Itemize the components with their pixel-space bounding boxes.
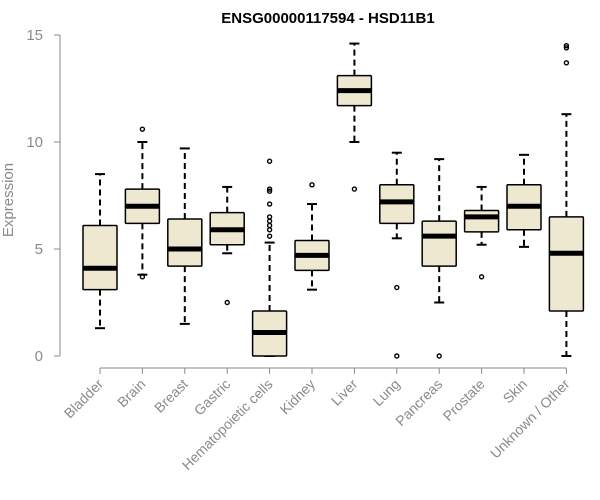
y-tick-label: 0 bbox=[35, 348, 43, 365]
outlier-point bbox=[266, 201, 273, 207]
outlier-point bbox=[478, 274, 485, 280]
y-tick-label: 15 bbox=[26, 27, 43, 44]
outlier-point bbox=[139, 274, 146, 280]
outlier-point bbox=[266, 188, 273, 194]
x-tick-label: Skin bbox=[500, 376, 531, 407]
box-iqr bbox=[548, 216, 585, 312]
x-tick-label: Liver bbox=[328, 376, 361, 409]
outlier-point bbox=[266, 158, 273, 164]
x-tick-label: Unknown / Other bbox=[487, 376, 573, 462]
box-group-breast bbox=[167, 147, 203, 325]
box-group-lung bbox=[379, 151, 415, 359]
outlier-point bbox=[266, 214, 273, 220]
x-tick-label: Breast bbox=[151, 376, 191, 416]
box-iqr bbox=[82, 224, 118, 291]
box-iqr bbox=[421, 220, 457, 267]
outlier-point bbox=[266, 218, 273, 224]
x-tick-label: Kidney bbox=[277, 376, 319, 418]
box-group-gastric bbox=[209, 185, 245, 306]
outlier-point bbox=[351, 186, 358, 192]
box-group-skin bbox=[506, 153, 542, 248]
box-group-prostate bbox=[463, 185, 500, 280]
outlier-point bbox=[266, 186, 273, 192]
chart-title: ENSG00000117594 - HSD11B1 bbox=[221, 10, 434, 27]
x-tick-label: Bladder bbox=[61, 376, 107, 422]
y-tick-label: 10 bbox=[26, 134, 43, 151]
y-axis-label: Expression bbox=[0, 163, 17, 237]
outlier-point bbox=[266, 227, 273, 233]
box-iqr bbox=[167, 218, 203, 267]
outlier-point bbox=[266, 233, 273, 239]
outlier-point bbox=[139, 126, 146, 132]
outlier-point bbox=[266, 222, 273, 229]
box-group-brain bbox=[124, 126, 161, 280]
x-tick-label: Brain bbox=[114, 376, 148, 410]
box-iqr bbox=[463, 209, 500, 233]
outlier-point bbox=[224, 299, 230, 306]
outlier-point bbox=[394, 284, 400, 291]
x-tick-label: Prostate bbox=[440, 376, 488, 424]
box-group-pancreas bbox=[421, 158, 457, 359]
x-tick-label: Pancreas bbox=[392, 376, 445, 429]
boxes-layer bbox=[82, 42, 585, 359]
box-group-liver bbox=[336, 42, 373, 192]
outlier-point bbox=[394, 353, 400, 359]
y-tick-label: 5 bbox=[35, 241, 43, 258]
x-tick-label: Lung bbox=[370, 376, 403, 409]
outlier-point bbox=[436, 353, 442, 359]
box-group-kidney bbox=[294, 182, 330, 291]
outlier-point bbox=[563, 60, 570, 66]
outlier-point bbox=[309, 182, 315, 188]
box-group-bladder bbox=[82, 173, 118, 330]
y-axis: 0 5 10 15 bbox=[26, 27, 61, 365]
box-group-hematopoietic-cells bbox=[251, 158, 288, 357]
outlier-point bbox=[563, 43, 570, 49]
box-group-unknown-other bbox=[548, 43, 585, 357]
outlier-point bbox=[563, 45, 570, 51]
